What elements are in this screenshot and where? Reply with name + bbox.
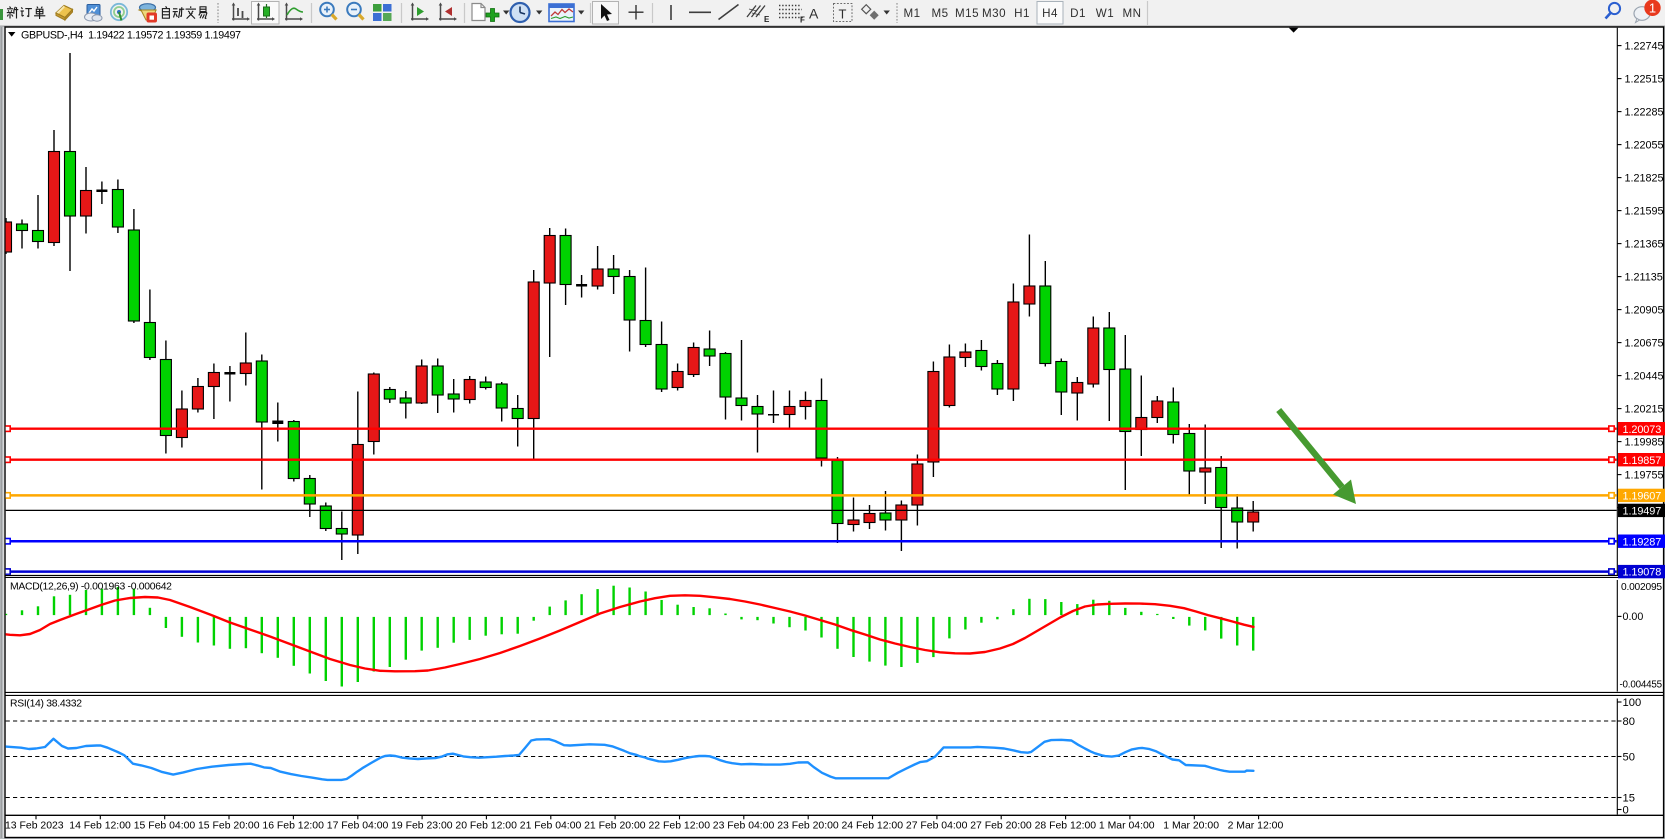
svg-text:GBPUSD-,H4 1.19422 1.19572 1.: GBPUSD-,H4 1.19422 1.19572 1.19359 1.194… <box>21 30 241 42</box>
svg-text:16 Feb 12:00: 16 Feb 12:00 <box>262 821 324 832</box>
svg-text:14 Feb 12:00: 14 Feb 12:00 <box>69 821 131 832</box>
svg-text:-0.004455: -0.004455 <box>1620 680 1663 691</box>
svg-text:17 Feb 04:00: 17 Feb 04:00 <box>327 821 389 832</box>
svg-text:100: 100 <box>1623 697 1642 709</box>
svg-text:MN: MN <box>1122 7 1141 20</box>
svg-text:1.19078: 1.19078 <box>1623 567 1662 579</box>
svg-text:1.21825: 1.21825 <box>1625 173 1664 185</box>
svg-text:1.22055: 1.22055 <box>1625 140 1664 152</box>
svg-text:1.22515: 1.22515 <box>1625 74 1664 86</box>
svg-text:19 Feb 23:00: 19 Feb 23:00 <box>391 821 453 832</box>
svg-text:15 Feb 04:00: 15 Feb 04:00 <box>134 821 196 832</box>
svg-text:1.19287: 1.19287 <box>1623 536 1662 548</box>
svg-text:M5: M5 <box>931 7 948 20</box>
svg-text:27 Feb 20:00: 27 Feb 20:00 <box>970 821 1032 832</box>
svg-text:27 Feb 04:00: 27 Feb 04:00 <box>906 821 968 832</box>
svg-text:1.19755: 1.19755 <box>1625 470 1664 482</box>
svg-text:28 Feb 12:00: 28 Feb 12:00 <box>1035 821 1097 832</box>
svg-text:1.19497: 1.19497 <box>1623 506 1662 518</box>
svg-text:1.19985: 1.19985 <box>1625 437 1664 449</box>
svg-text:M15: M15 <box>955 7 979 20</box>
svg-text:1.20073: 1.20073 <box>1623 424 1662 436</box>
svg-text:1.22745: 1.22745 <box>1625 41 1664 53</box>
svg-text:1.21595: 1.21595 <box>1625 206 1664 218</box>
svg-text:13 Feb 2023: 13 Feb 2023 <box>5 821 64 832</box>
svg-text:F: F <box>800 16 805 25</box>
svg-text:A: A <box>809 6 819 22</box>
svg-text:21 Feb 04:00: 21 Feb 04:00 <box>520 821 582 832</box>
svg-text:1.20215: 1.20215 <box>1625 404 1664 416</box>
svg-text:W1: W1 <box>1096 7 1114 20</box>
svg-text:1.21365: 1.21365 <box>1625 239 1664 251</box>
svg-text:0: 0 <box>1623 805 1629 817</box>
svg-text:1.20445: 1.20445 <box>1625 371 1664 383</box>
svg-text:23 Feb 04:00: 23 Feb 04:00 <box>713 821 775 832</box>
svg-text:50: 50 <box>1623 752 1635 764</box>
svg-text:23 Feb 20:00: 23 Feb 20:00 <box>777 821 839 832</box>
svg-text:E: E <box>764 15 770 24</box>
svg-text:RSI(14) 38.4332: RSI(14) 38.4332 <box>10 699 82 710</box>
svg-text:1.20905: 1.20905 <box>1625 305 1664 317</box>
svg-text:1 Mar 04:00: 1 Mar 04:00 <box>1099 821 1155 832</box>
svg-text:H4: H4 <box>1042 7 1058 20</box>
svg-text:80: 80 <box>1623 716 1635 728</box>
svg-text:D1: D1 <box>1070 7 1086 20</box>
svg-text:M1: M1 <box>903 7 920 20</box>
svg-text:20 Feb 12:00: 20 Feb 12:00 <box>455 821 517 832</box>
svg-text:1.19607: 1.19607 <box>1623 491 1662 503</box>
svg-text:0.00: 0.00 <box>1623 611 1644 623</box>
svg-text:15 Feb 20:00: 15 Feb 20:00 <box>198 821 260 832</box>
svg-text:24 Feb 12:00: 24 Feb 12:00 <box>842 821 904 832</box>
svg-text:21 Feb 20:00: 21 Feb 20:00 <box>584 821 646 832</box>
svg-text:1.19857: 1.19857 <box>1623 455 1662 467</box>
svg-text:M30: M30 <box>982 7 1006 20</box>
svg-text:22 Feb 12:00: 22 Feb 12:00 <box>649 821 711 832</box>
svg-text:H1: H1 <box>1014 7 1030 20</box>
svg-text:1.22285: 1.22285 <box>1625 107 1664 119</box>
svg-text:T: T <box>839 7 847 22</box>
svg-text:0.002095: 0.002095 <box>1621 582 1662 593</box>
svg-text:1.20675: 1.20675 <box>1625 338 1664 350</box>
svg-text:MACD(12,26,9) -0.001963 -0.000: MACD(12,26,9) -0.001963 -0.000642 <box>10 582 172 593</box>
svg-text:1 Mar 20:00: 1 Mar 20:00 <box>1163 821 1219 832</box>
svg-text:2 Mar 12:00: 2 Mar 12:00 <box>1228 821 1284 832</box>
svg-text:15: 15 <box>1623 793 1635 805</box>
svg-text:1: 1 <box>1649 0 1656 15</box>
svg-text:1.21135: 1.21135 <box>1625 272 1663 284</box>
